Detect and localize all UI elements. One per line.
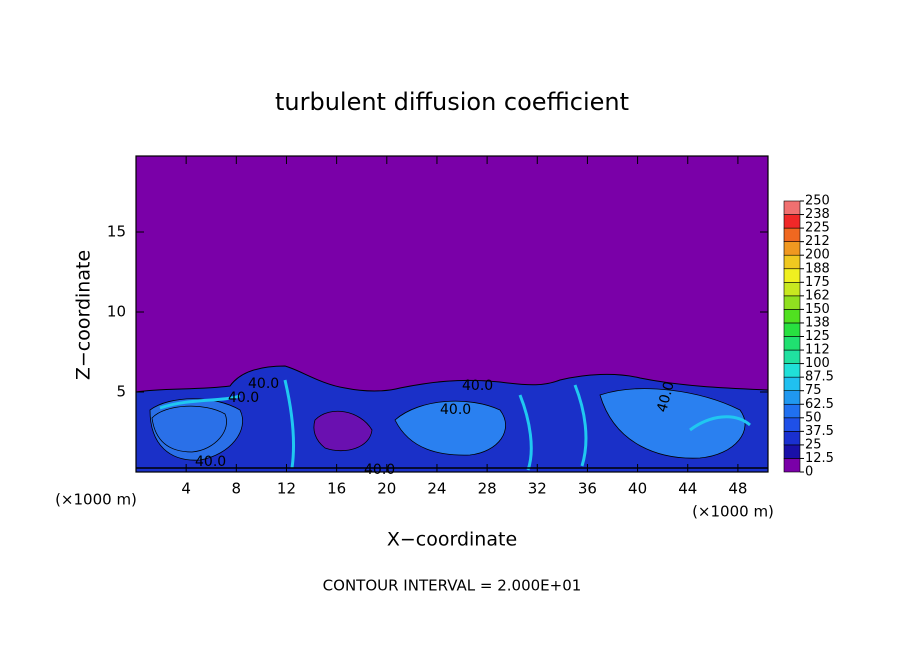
colorbar-swatch <box>783 458 801 473</box>
colorbar-swatch <box>783 200 801 215</box>
contour-label: 40.0 <box>440 402 471 418</box>
colorbar-swatch <box>783 322 801 337</box>
colorbar-swatch <box>783 417 801 432</box>
colorbar-label: 238 <box>805 207 830 222</box>
colorbar-swatch <box>783 295 801 310</box>
contour-label: 40.0 <box>195 454 226 470</box>
contour-label: 40.0 <box>248 376 279 392</box>
contour-interval: CONTOUR INTERVAL = 2.000E+01 <box>323 577 582 595</box>
colorbar-label: 188 <box>805 261 830 276</box>
colorbar-label: 125 <box>805 329 830 344</box>
x-unit-label: (×1000 m) <box>692 503 774 521</box>
contour-label: 40.0 <box>228 390 259 406</box>
colorbar-label: 87.5 <box>805 370 834 385</box>
colorbar-swatch <box>783 431 801 446</box>
colorbar-label: 12.5 <box>805 451 834 466</box>
colorbar-label: 100 <box>805 356 830 371</box>
colorbar-label: 25 <box>805 437 822 452</box>
colorbar-label: 112 <box>805 343 830 358</box>
y-tick-label: 10 <box>107 303 126 321</box>
colorbar-swatch <box>783 403 801 419</box>
colorbar-swatch <box>783 227 801 242</box>
colorbar-swatch <box>783 349 801 364</box>
colorbar-label: 162 <box>805 288 830 303</box>
colorbar-label: 75 <box>805 383 822 398</box>
x-tick-label: 24 <box>427 480 446 498</box>
x-tick-label: 40 <box>628 480 647 498</box>
colorbar-label: 200 <box>805 248 830 263</box>
x-tick-label: 20 <box>377 480 396 498</box>
x-unit-label: (×1000 m) <box>55 491 137 509</box>
colorbar-swatch <box>783 281 801 297</box>
x-tick-label: 12 <box>277 480 296 498</box>
colorbar-label: 37.5 <box>805 424 834 439</box>
colorbar-swatch <box>783 390 801 405</box>
x-tick-label: 32 <box>528 480 547 498</box>
x-tick-label: 4 <box>181 480 191 498</box>
y-tick-label: 15 <box>107 223 126 241</box>
x-tick-label: 28 <box>478 480 497 498</box>
contour-field <box>135 156 769 473</box>
field-cell <box>313 411 373 452</box>
colorbar-label: 50 <box>805 410 822 425</box>
field-swirl <box>149 398 243 461</box>
field-streak <box>159 379 751 471</box>
x-axis-label: X−coordinate <box>387 529 517 551</box>
colorbar-swatch <box>783 444 801 459</box>
colorbar-swatch <box>783 241 801 256</box>
y-axis-label: Z−coordinate <box>73 250 95 380</box>
colorbar-swatch <box>783 363 801 378</box>
colorbar-swatch <box>783 214 801 229</box>
x-tick-label: 8 <box>232 480 242 498</box>
colorbar-label: 62.5 <box>805 397 834 412</box>
x-tick-label: 16 <box>327 480 346 498</box>
chart-title: turbulent diffusion coefficient <box>275 88 629 116</box>
colorbar-swatch <box>783 376 801 391</box>
contour-label: 40.0 <box>364 462 395 478</box>
colorbar-label: 212 <box>805 234 830 249</box>
colorbar-label: 225 <box>805 221 830 236</box>
field-swirl <box>599 388 746 459</box>
colorbar-swatch <box>783 254 801 270</box>
colorbar-swatch <box>783 336 801 351</box>
colorbar-label: 150 <box>805 302 830 317</box>
colorbar-label: 0 <box>805 465 813 480</box>
colorbar-swatch <box>783 268 801 283</box>
contour-label: 40.0 <box>462 378 493 394</box>
contour-label: 40.0 <box>654 380 678 414</box>
field-swirl <box>394 400 506 456</box>
plot-frame <box>135 155 769 473</box>
colorbar-label: 175 <box>805 275 830 290</box>
x-tick-label: 48 <box>728 480 747 498</box>
x-tick-label: 36 <box>578 480 597 498</box>
y-tick-label: 5 <box>116 383 126 401</box>
colorbar-swatch <box>783 309 801 324</box>
colorbar-label: 250 <box>805 194 830 209</box>
x-tick-label: 44 <box>678 480 697 498</box>
colorbar-label: 138 <box>805 315 830 330</box>
